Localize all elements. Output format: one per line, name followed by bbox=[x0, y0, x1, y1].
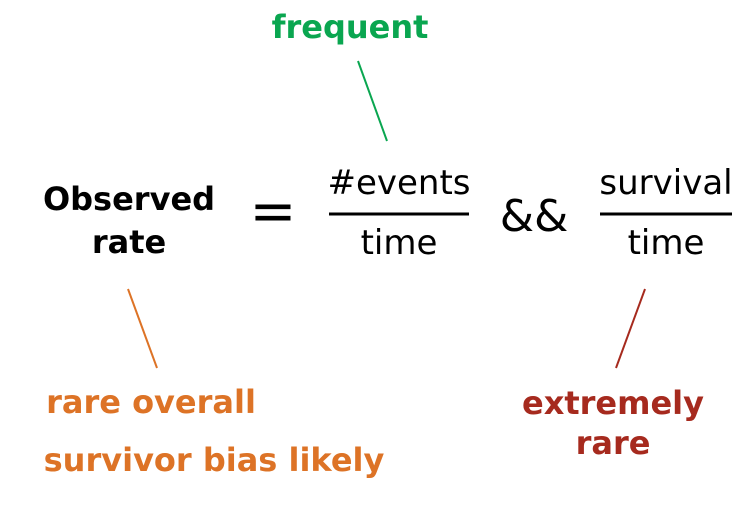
annotation-survivor-bias: survivor bias likely bbox=[24, 444, 404, 476]
denominator-time-1: time bbox=[319, 226, 479, 260]
numerator-survival: survival bbox=[591, 166, 741, 200]
extremely-rare-pointer-line bbox=[616, 289, 645, 368]
annotation-frequent: frequent bbox=[250, 11, 450, 43]
lhs-label-line2: rate bbox=[29, 226, 229, 258]
equals-sign: = bbox=[243, 184, 303, 240]
frequent-pointer-line bbox=[358, 61, 387, 141]
annotation-extremely-rare-line1: extremely bbox=[503, 387, 723, 419]
annotation-extremely-rare-line2: rare bbox=[503, 427, 723, 459]
annotation-rare-overall: rare overall bbox=[31, 386, 271, 418]
numerator-events: #events bbox=[319, 166, 479, 200]
rare-overall-pointer-line bbox=[128, 289, 157, 368]
and-connector: && bbox=[489, 195, 579, 239]
lhs-label-line1: Observed bbox=[29, 183, 229, 215]
denominator-time-2: time bbox=[591, 226, 741, 260]
